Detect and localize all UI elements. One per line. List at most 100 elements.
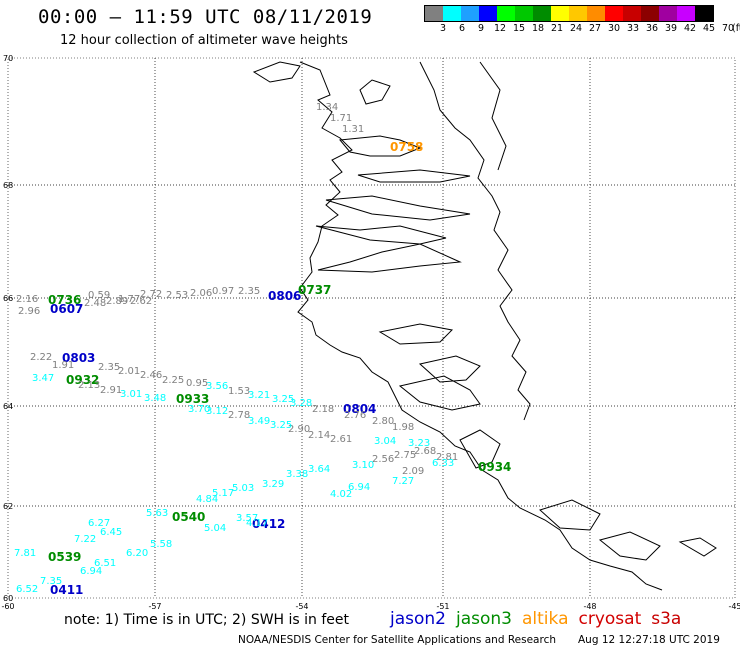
satellite-name: s3a xyxy=(651,609,682,629)
lon-label: -54 xyxy=(295,602,308,611)
pass-time-label: 0540 xyxy=(172,510,205,524)
wave-height-value: 2.46 xyxy=(140,370,162,381)
pass-time-label: 0412 xyxy=(252,517,285,531)
wave-height-value: 3.25 xyxy=(270,420,292,431)
legend-label: 15 xyxy=(512,23,526,34)
wave-height-value: 2.16 xyxy=(16,294,38,305)
lon-label: -57 xyxy=(148,602,161,611)
map-title: 00:00 – 11:59 UTC 08/11/2019 xyxy=(38,6,373,28)
pass-time-label: 0932 xyxy=(66,373,99,387)
legend-label: 33 xyxy=(626,23,640,34)
wave-height-value: 5.58 xyxy=(150,539,172,550)
lat-label: 62 xyxy=(3,502,13,511)
lon-label: -60 xyxy=(1,602,14,611)
wave-height-value: 2.76 xyxy=(344,410,366,421)
satellite-name: cryosat xyxy=(578,609,642,629)
wave-height-value: 3.10 xyxy=(352,460,374,471)
coastline-segment xyxy=(539,499,601,531)
wave-height-value: 2.62 xyxy=(130,296,152,307)
pass-time-label: 0758 xyxy=(390,140,423,154)
pass-time-label: 0539 xyxy=(48,550,81,564)
wave-height-value: 3.38 xyxy=(286,469,308,480)
wave-height-value: 3.28 xyxy=(290,398,312,409)
legend-swatch xyxy=(533,6,551,21)
wave-height-value: 4.84 xyxy=(196,494,218,505)
legend-label: 21 xyxy=(550,23,564,34)
lat-label: 60 xyxy=(3,594,13,603)
wave-height-value: 3.21 xyxy=(248,390,270,401)
legend-label: 24 xyxy=(569,23,583,34)
map-subtitle: 12 hour collection of altimeter wave hei… xyxy=(60,33,348,48)
wave-height-value: 2.75 xyxy=(394,450,416,461)
wave-height-value: 1.53 xyxy=(228,386,250,397)
wave-height-value: 5.17 xyxy=(212,488,234,499)
lat-label: 64 xyxy=(3,402,13,411)
coastline-segment xyxy=(325,195,471,221)
wave-height-value: 7.81 xyxy=(14,548,36,559)
pass-time-label: 0934 xyxy=(478,460,511,474)
wave-height-value: 2.09 xyxy=(402,466,424,477)
legend-label: 18 xyxy=(531,23,545,34)
wave-height-value: 1.31 xyxy=(342,124,364,135)
legend-label: (ft) xyxy=(732,23,740,34)
coastline-segment xyxy=(678,537,717,557)
wave-height-value: 7.27 xyxy=(392,476,414,487)
legend-swatch xyxy=(497,6,515,21)
wave-height-value: 3.56 xyxy=(206,381,228,392)
wave-height-value: 3.25 xyxy=(272,394,294,405)
wave-height-value: 1.34 xyxy=(316,102,338,113)
wave-height-value: 3.29 xyxy=(262,479,284,490)
lat-label: 68 xyxy=(3,181,13,190)
generated-timestamp: Aug 12 12:27:18 UTC 2019 xyxy=(578,634,720,646)
wave-height-value: 6.45 xyxy=(100,527,122,538)
legend-swatch xyxy=(641,6,659,21)
wave-height-value: 2.35 xyxy=(98,362,120,373)
wave-height-value: 2.13 xyxy=(78,380,100,391)
lat-label: 70 xyxy=(3,54,13,63)
legend-label: 27 xyxy=(588,23,602,34)
pass-time-label: 0736 xyxy=(48,293,81,307)
coastline-segment xyxy=(317,243,462,273)
greenland-coastline xyxy=(252,61,717,591)
legend-swatch xyxy=(461,6,479,21)
legend-swatch xyxy=(677,6,695,21)
satellite-legend: jason2 jason3 altika cryosat s3a xyxy=(390,609,691,629)
wave-height-value: 2.35 xyxy=(238,286,260,297)
wave-height-value: 5.04 xyxy=(204,523,226,534)
legend-swatch xyxy=(515,6,533,21)
lon-label: -45 xyxy=(728,602,740,611)
coastline-segment xyxy=(479,61,507,171)
coastline-segment xyxy=(339,135,422,157)
lat-label: 66 xyxy=(3,294,13,303)
wave-height-value: 3.01 xyxy=(120,389,142,400)
legend-swatch xyxy=(659,6,677,21)
legend-swatch xyxy=(569,6,587,21)
legend-label: 3 xyxy=(439,23,447,34)
wave-height-value: 2.18 xyxy=(312,404,334,415)
satellite-name: altika xyxy=(522,609,569,629)
wave-height-value: 6.27 xyxy=(88,518,110,529)
pass-time-label: 0804 xyxy=(343,402,376,416)
coastline-segment xyxy=(598,531,661,561)
wave-height-value: 2.06 xyxy=(190,288,212,299)
wave-height-value: 6.33 xyxy=(432,458,454,469)
wave-height-value: 2.14 xyxy=(308,430,330,441)
wave-height-value: 2.56 xyxy=(372,454,394,465)
wave-height-value: 3.12 xyxy=(206,406,228,417)
wave-height-value: 3.48 xyxy=(144,393,166,404)
wave-height-value: 2.91 xyxy=(100,385,122,396)
legend-label: 12 xyxy=(493,23,507,34)
wave-height-value: 3.23 xyxy=(408,438,430,449)
coastline-segment xyxy=(419,61,531,421)
legend-swatch xyxy=(443,6,461,21)
wave-height-value: 2.96 xyxy=(18,306,40,317)
wave-height-value: 2.48 xyxy=(84,298,106,309)
legend-label: 36 xyxy=(645,23,659,34)
axis-labels: 70 68 66 64 62 60-60 -57 -54 -51 -48 -45 xyxy=(1,54,740,611)
legend-swatch xyxy=(587,6,605,21)
wave-height-value: 1.77 xyxy=(118,294,140,305)
wave-height-value: 2.25 xyxy=(162,375,184,386)
legend-label: 70 xyxy=(721,23,735,34)
